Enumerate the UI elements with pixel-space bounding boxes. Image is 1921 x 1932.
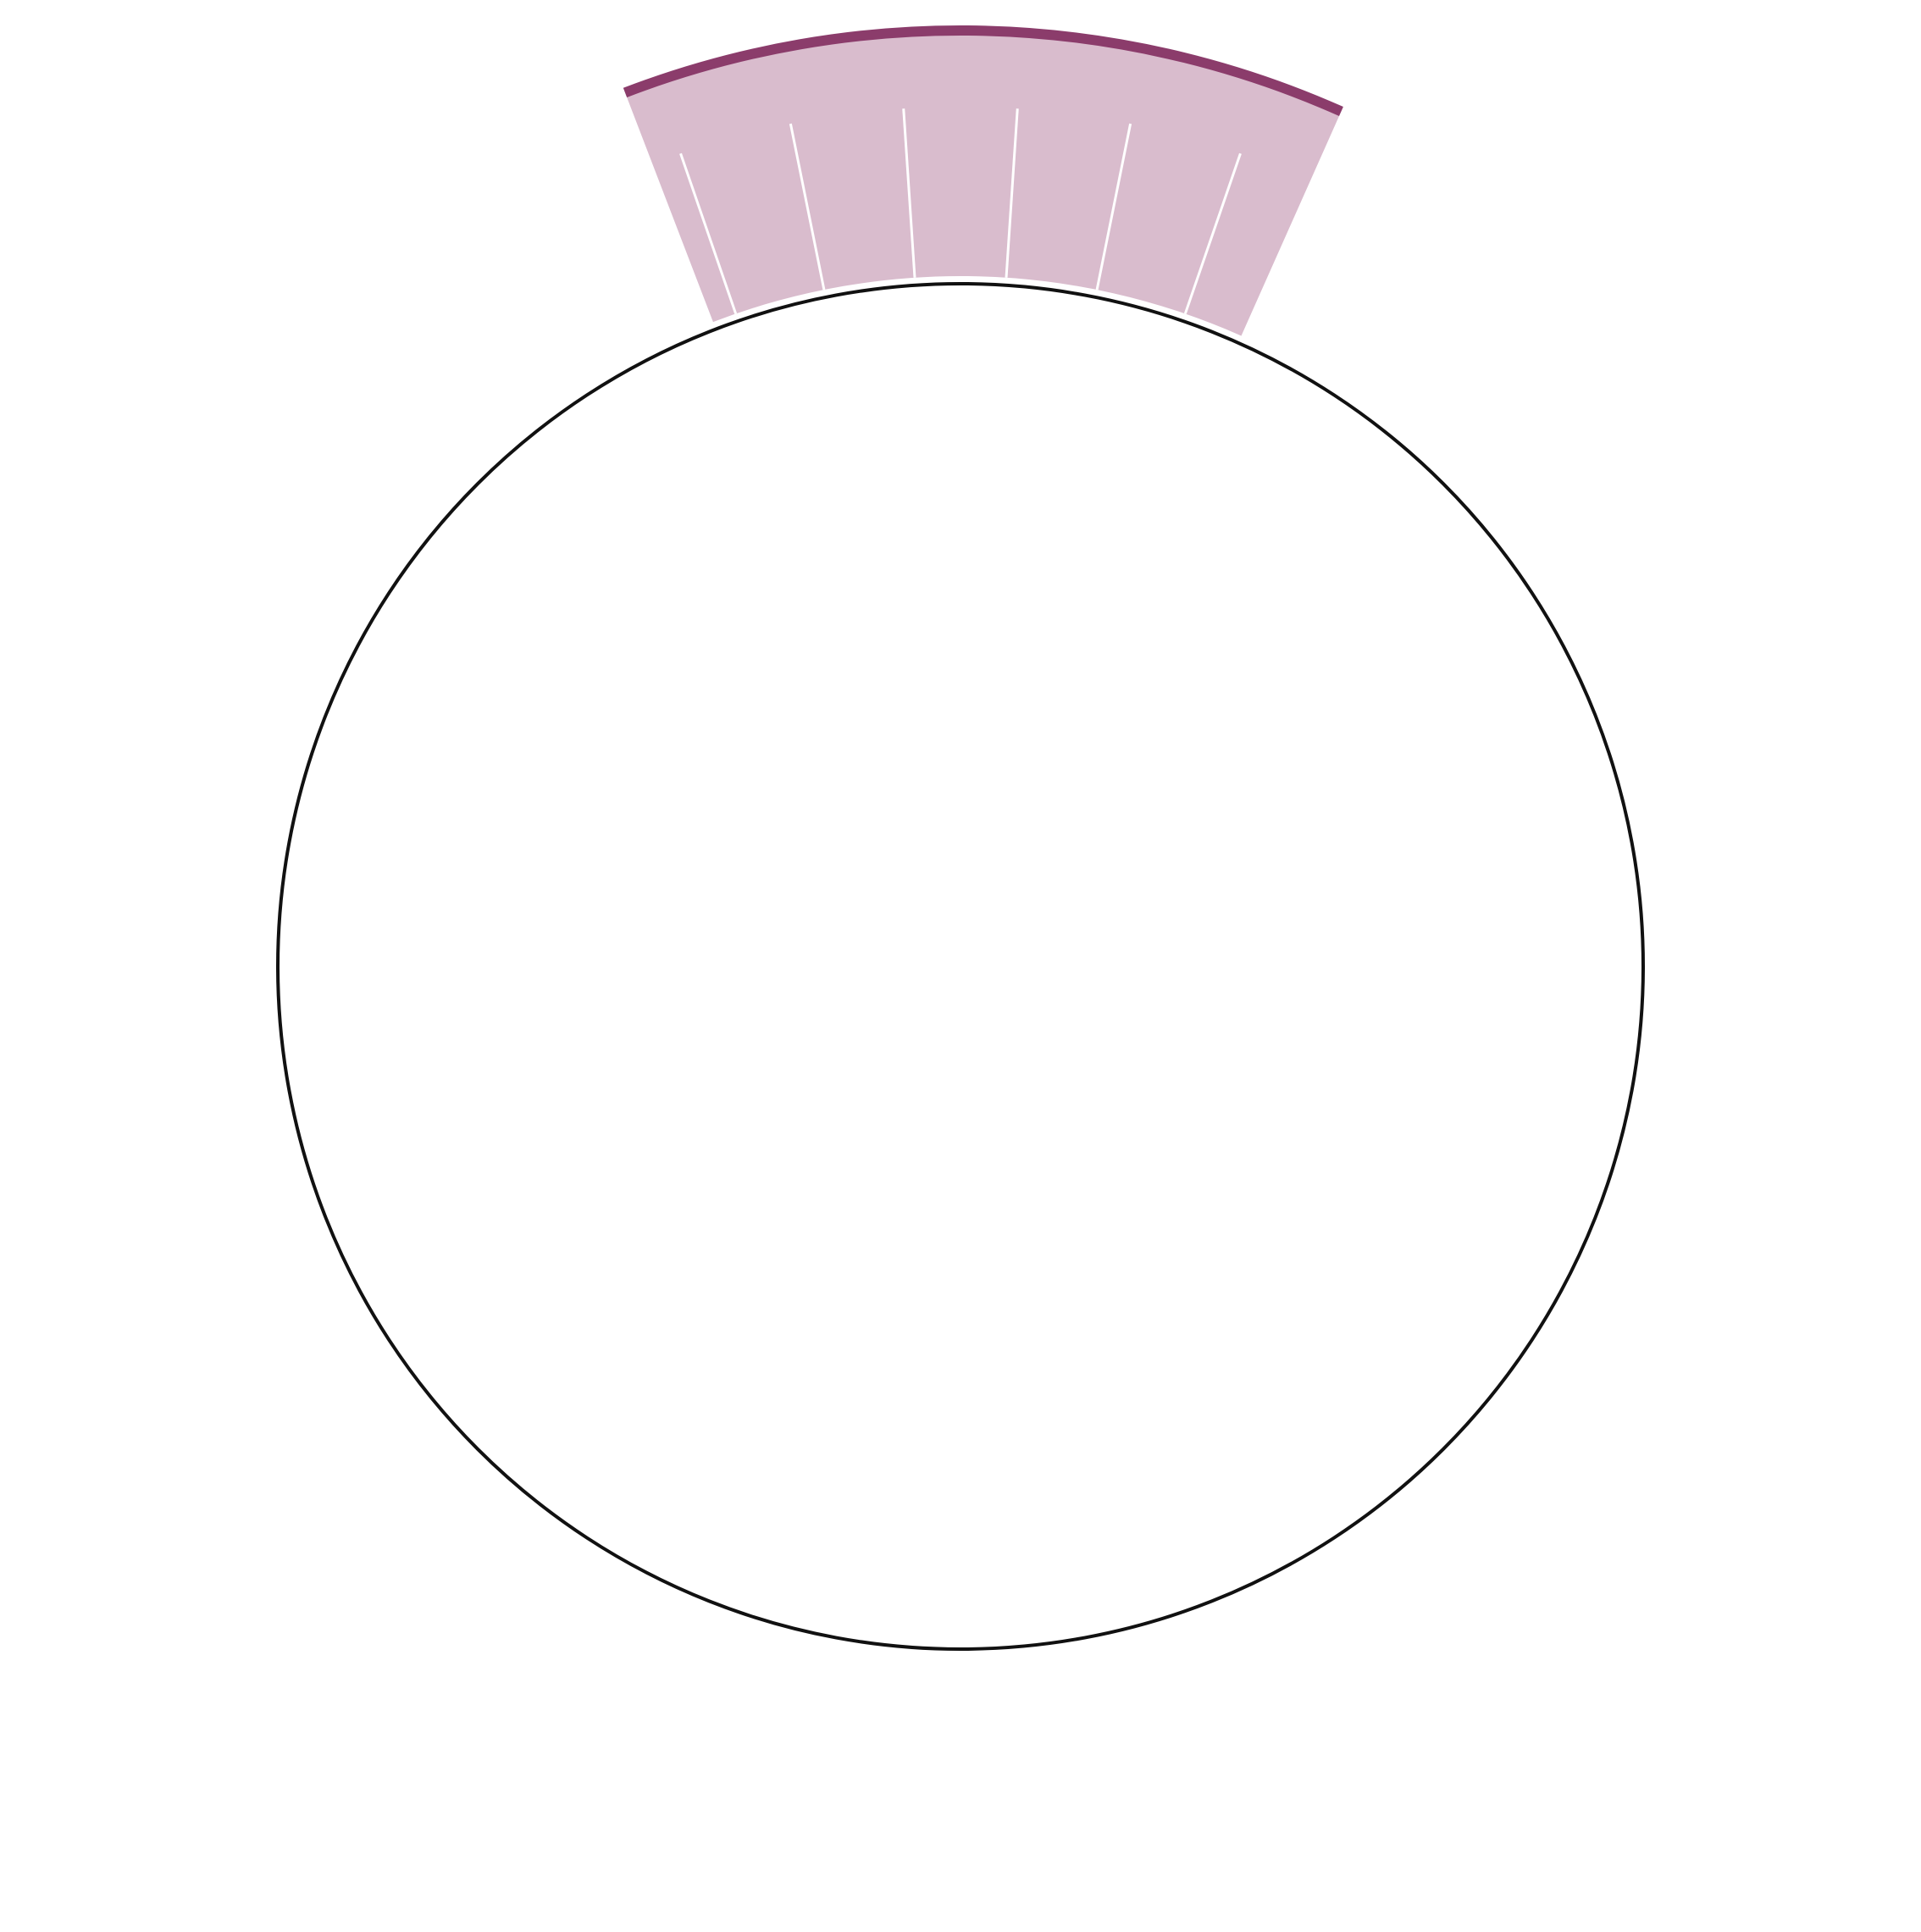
segment-divider <box>679 152 738 314</box>
rim-policy <box>623 25 1343 117</box>
segment-divider <box>789 123 826 291</box>
inner-ring-outline <box>276 282 1645 1651</box>
segment-divider <box>902 108 916 278</box>
outer-ring <box>623 25 1343 336</box>
segment-policy <box>623 25 1343 336</box>
segment-divider <box>1005 108 1019 278</box>
segment-divider <box>1095 123 1132 291</box>
segment-divider <box>1183 152 1242 314</box>
outer-rim <box>623 25 1343 117</box>
